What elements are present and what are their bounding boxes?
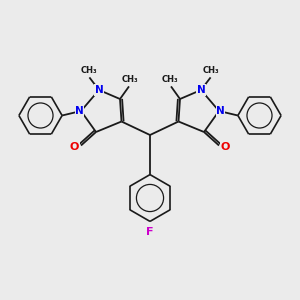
Text: CH₃: CH₃	[162, 75, 179, 84]
Text: O: O	[221, 142, 230, 152]
Text: N: N	[75, 106, 84, 116]
Text: N: N	[216, 106, 225, 116]
Text: CH₃: CH₃	[203, 66, 220, 75]
Text: N: N	[196, 85, 206, 95]
Text: N: N	[94, 85, 103, 95]
Text: F: F	[146, 226, 154, 237]
Text: CH₃: CH₃	[121, 75, 138, 84]
Text: CH₃: CH₃	[80, 66, 97, 75]
Text: O: O	[70, 142, 79, 152]
